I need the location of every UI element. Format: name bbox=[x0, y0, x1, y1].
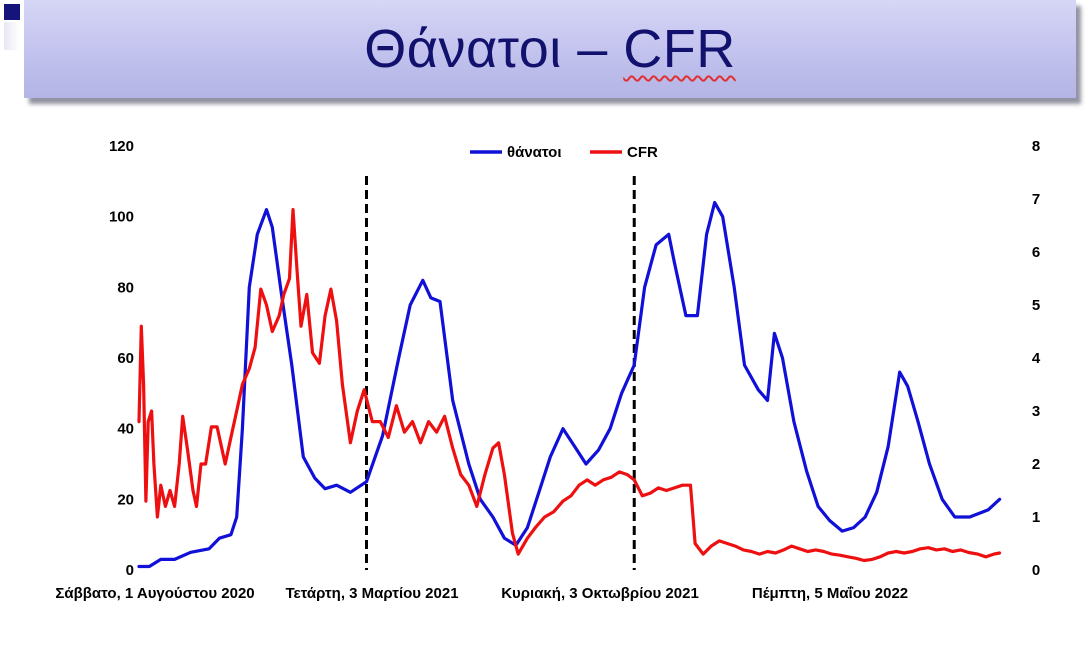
y-left-tick-label: 20 bbox=[117, 491, 134, 508]
y-left-tick-label: 80 bbox=[117, 279, 134, 296]
title-part-cfr: CFR bbox=[623, 19, 736, 79]
y-right-tick-label: 7 bbox=[1032, 191, 1040, 208]
y-left-tick-label: 60 bbox=[117, 350, 134, 367]
deaths-series-line bbox=[137, 200, 1002, 569]
x-tick-label: Σάββατο, 1 Αυγούστου 2020 bbox=[55, 585, 254, 602]
y-right-tick-label: 3 bbox=[1032, 403, 1040, 420]
legend-label-deaths: θάνατοι bbox=[507, 144, 562, 161]
y-right-tick-label: 4 bbox=[1032, 350, 1041, 367]
y-left-tick-label: 120 bbox=[109, 138, 134, 155]
y-left-tick-label: 100 bbox=[109, 209, 134, 226]
y-right-tick-label: 1 bbox=[1032, 509, 1040, 526]
corner-decoration bbox=[4, 4, 20, 20]
y-right-tick-label: 5 bbox=[1032, 297, 1040, 314]
y-right-tick-label: 6 bbox=[1032, 244, 1040, 261]
x-tick-label: Πέμπτη, 5 Μαΐου 2022 bbox=[752, 585, 908, 602]
y-right-tick-label: 0 bbox=[1032, 562, 1040, 579]
y-left-tick-label: 40 bbox=[117, 421, 134, 438]
slide-title: Θάνατοι – CFR bbox=[364, 18, 736, 80]
y-right-tick-label: 2 bbox=[1032, 456, 1040, 473]
legend-label-cfr: CFR bbox=[627, 144, 658, 161]
y-right-tick-label: 8 bbox=[1032, 138, 1040, 155]
x-tick-label: Κυριακή, 3 Οκτωβρίου 2021 bbox=[501, 585, 699, 602]
title-banner: Θάνατοι – CFR bbox=[24, 0, 1076, 98]
y-left-tick-label: 0 bbox=[126, 562, 134, 579]
title-part-deaths: Θάνατοι – bbox=[364, 19, 624, 79]
x-tick-label: Τετάρτη, 3 Μαρτίου 2021 bbox=[285, 585, 458, 602]
cfr-series-line bbox=[137, 208, 1002, 563]
corner-decoration-light bbox=[4, 22, 20, 50]
